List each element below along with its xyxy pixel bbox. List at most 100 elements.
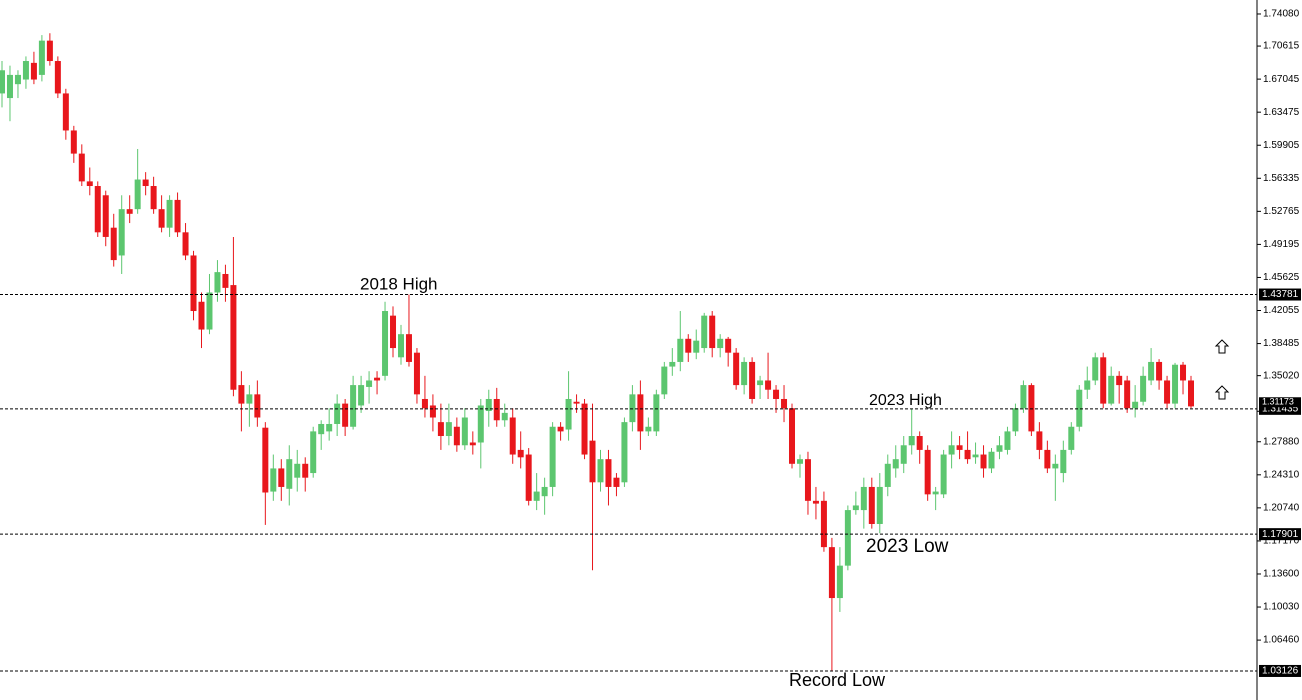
candle-body: [501, 412, 508, 421]
candle-body: [996, 445, 1003, 452]
candle-body: [789, 408, 796, 464]
candle-body: [118, 209, 125, 256]
candle-body: [1092, 357, 1099, 381]
candle-body: [804, 459, 811, 501]
arrow-icon: [1214, 339, 1230, 400]
candle-body: [1068, 426, 1075, 450]
candle-body: [1116, 375, 1123, 386]
level-label-box: [1259, 288, 1301, 301]
candle-body: [493, 398, 500, 421]
candle-body: [956, 445, 963, 450]
candle-body: [0, 70, 5, 94]
candle-body: [70, 130, 77, 154]
candle-body: [190, 255, 197, 312]
candle-body: [980, 454, 987, 469]
candle-body: [924, 449, 931, 495]
candle-body: [342, 403, 349, 427]
level-label: 1.43781: [1262, 289, 1299, 300]
y-tick-label: 1.67045: [1263, 74, 1300, 85]
candle-body: [948, 445, 955, 455]
candle-body: [437, 422, 444, 437]
candle-body: [174, 199, 181, 233]
candle-body: [445, 422, 452, 437]
candle-body: [326, 423, 333, 432]
candle-body: [1060, 449, 1067, 474]
candle-body: [645, 426, 652, 432]
candle-body: [757, 380, 764, 386]
candle-body: [230, 285, 237, 390]
y-tick-label: 1.17170: [1263, 536, 1300, 547]
y-tick-label: 1.52765: [1263, 206, 1300, 217]
candle-body: [6, 74, 13, 99]
candle-body: [397, 334, 404, 358]
candle-body: [693, 340, 700, 353]
candle-body: [900, 445, 907, 464]
candle-body: [597, 459, 604, 483]
candle-body: [1004, 431, 1011, 450]
candle-body: [1132, 401, 1139, 409]
annotation: 2023 Low: [866, 536, 949, 557]
candle-body: [158, 209, 165, 228]
candle-body: [844, 510, 851, 566]
candle-body: [629, 394, 636, 423]
candle-body: [605, 459, 612, 487]
annotation: 2023 High: [869, 392, 942, 409]
candle-body: [836, 565, 843, 599]
candle-body: [78, 153, 85, 182]
candle-body: [908, 436, 915, 446]
candle-body: [661, 366, 668, 395]
y-tick-label: 1.42055: [1263, 305, 1300, 316]
candle-body: [828, 547, 835, 599]
candle-body: [717, 338, 724, 349]
annotation: 2018 High: [360, 274, 438, 293]
y-tick-label: 1.70615: [1263, 41, 1300, 52]
candle-body: [525, 454, 532, 501]
candle-body: [1156, 361, 1163, 381]
y-tick-label: 1.35020: [1263, 370, 1300, 381]
candle-body: [701, 315, 708, 349]
candle-body: [1084, 380, 1091, 390]
y-tick-label: 1.56335: [1263, 173, 1300, 184]
candle-body: [421, 398, 428, 409]
y-tick-label: 1.27880: [1263, 436, 1300, 447]
candle-body: [318, 423, 325, 435]
candle-body: [86, 181, 93, 187]
candle-body: [709, 315, 716, 349]
candle-body: [1036, 431, 1043, 450]
candle-body: [358, 385, 365, 406]
candle-body: [669, 361, 676, 367]
candle-body: [1108, 375, 1115, 404]
candle-body: [461, 417, 468, 446]
candle-body: [198, 301, 205, 330]
y-tick-label: 1.74080: [1263, 9, 1300, 20]
candle-body: [453, 426, 460, 446]
candle-body: [916, 436, 923, 450]
candle-body: [749, 361, 756, 399]
candle-body: [182, 232, 189, 256]
y-tick-label: 1.38485: [1263, 338, 1300, 349]
candle-body: [1028, 385, 1035, 432]
candle-body: [246, 394, 253, 404]
candle-body: [22, 61, 29, 80]
candle-body: [366, 380, 373, 387]
y-tick-label: 1.06460: [1263, 635, 1300, 646]
level-label: 1.31435: [1262, 403, 1299, 414]
candle-body: [469, 442, 476, 446]
candle-body: [517, 449, 524, 458]
candle-body: [725, 338, 732, 353]
candle-body: [150, 186, 157, 210]
y-tick-label: 1.13600: [1263, 569, 1300, 580]
candle-body: [557, 426, 564, 432]
candle-body: [868, 486, 875, 524]
candle-body: [812, 500, 819, 504]
candle-body: [773, 389, 780, 399]
candle-body: [294, 463, 301, 478]
candle-body: [509, 417, 516, 455]
candle-body: [1020, 385, 1027, 409]
candle-body: [278, 468, 285, 487]
candle-body: [62, 93, 69, 131]
candle-body: [876, 486, 883, 524]
candle-body: [485, 398, 492, 412]
level-label-box: [1259, 528, 1301, 541]
candle-body: [390, 315, 397, 349]
